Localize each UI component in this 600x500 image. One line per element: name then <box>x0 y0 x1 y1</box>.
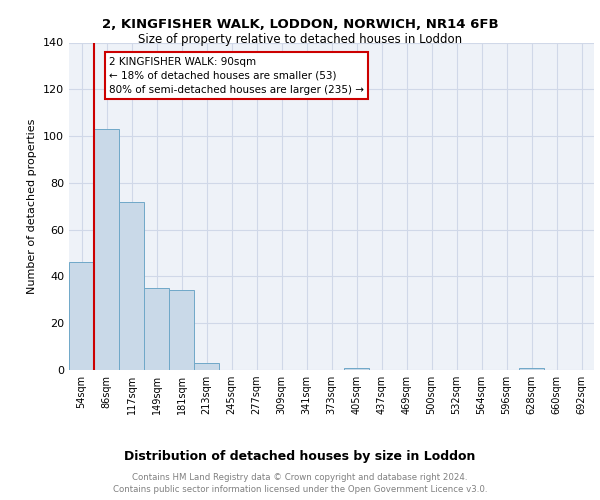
Bar <box>344 368 369 370</box>
Bar <box>144 288 169 370</box>
Text: Contains public sector information licensed under the Open Government Licence v3: Contains public sector information licen… <box>113 485 487 494</box>
Bar <box>194 363 219 370</box>
Bar <box>69 262 94 370</box>
Bar <box>169 290 194 370</box>
Text: 2, KINGFISHER WALK, LODDON, NORWICH, NR14 6FB: 2, KINGFISHER WALK, LODDON, NORWICH, NR1… <box>101 18 499 30</box>
Bar <box>519 368 544 370</box>
Text: 2 KINGFISHER WALK: 90sqm
← 18% of detached houses are smaller (53)
80% of semi-d: 2 KINGFISHER WALK: 90sqm ← 18% of detach… <box>109 56 364 94</box>
Text: Size of property relative to detached houses in Loddon: Size of property relative to detached ho… <box>138 32 462 46</box>
Bar <box>94 129 119 370</box>
Y-axis label: Number of detached properties: Number of detached properties <box>28 118 37 294</box>
Text: Distribution of detached houses by size in Loddon: Distribution of detached houses by size … <box>124 450 476 463</box>
Bar <box>119 202 144 370</box>
Text: Contains HM Land Registry data © Crown copyright and database right 2024.: Contains HM Land Registry data © Crown c… <box>132 472 468 482</box>
